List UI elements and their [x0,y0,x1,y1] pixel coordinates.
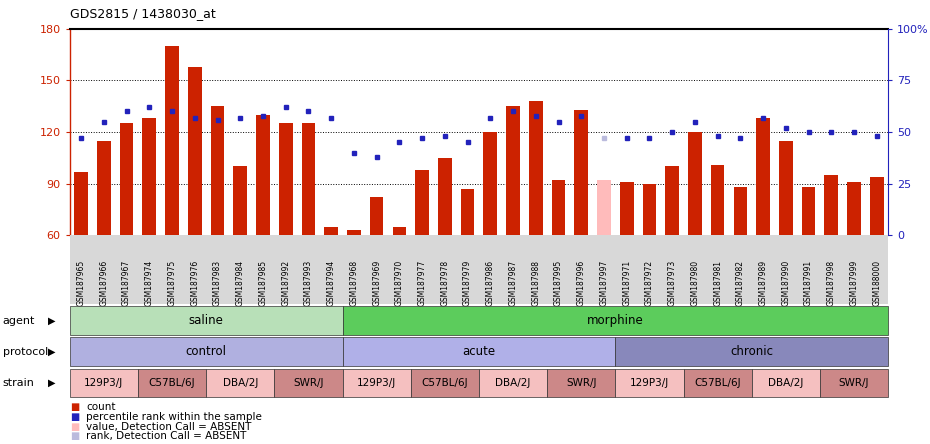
Text: 129P3/J: 129P3/J [357,378,396,388]
Bar [597,180,611,235]
Text: ■: ■ [70,402,79,412]
Bar [325,227,338,235]
Text: GDS2815 / 1438030_at: GDS2815 / 1438030_at [70,7,216,20]
Bar [529,101,542,235]
Text: rank, Detection Call = ABSENT: rank, Detection Call = ABSENT [86,432,246,441]
Bar [847,182,861,235]
Bar [484,132,498,235]
Bar [756,119,770,235]
Bar [711,165,724,235]
Bar [506,106,520,235]
Text: DBA/2J: DBA/2J [222,378,258,388]
Bar [392,227,406,235]
Text: acute: acute [462,345,496,358]
Bar [74,172,88,235]
Bar [688,132,702,235]
Bar [779,141,792,235]
Bar [416,170,429,235]
Bar [551,180,565,235]
Bar [870,177,884,235]
Text: protocol: protocol [3,347,48,357]
Bar [665,166,679,235]
Bar [188,67,202,235]
Text: chronic: chronic [730,345,773,358]
Bar [166,46,179,235]
Text: ■: ■ [70,432,79,441]
Text: percentile rank within the sample: percentile rank within the sample [86,412,262,422]
Text: ■: ■ [70,412,79,422]
Text: morphine: morphine [587,314,644,327]
Text: 129P3/J: 129P3/J [630,378,669,388]
Text: saline: saline [189,314,223,327]
Text: ▶: ▶ [48,347,56,357]
Bar [233,166,247,235]
Bar [575,110,588,235]
Bar [620,182,633,235]
Text: count: count [86,402,116,412]
Text: strain: strain [3,378,34,388]
Bar [142,119,156,235]
Text: C57BL/6J: C57BL/6J [695,378,741,388]
Text: SWR/J: SWR/J [839,378,870,388]
Text: control: control [186,345,227,358]
Bar [825,175,838,235]
Text: C57BL/6J: C57BL/6J [421,378,468,388]
Bar [279,123,293,235]
Text: 129P3/J: 129P3/J [85,378,124,388]
Text: DBA/2J: DBA/2J [496,378,531,388]
Text: DBA/2J: DBA/2J [768,378,804,388]
Text: SWR/J: SWR/J [566,378,596,388]
Bar [347,230,361,235]
Bar [734,187,747,235]
Text: ■: ■ [70,422,79,432]
Bar [97,141,111,235]
Text: ▶: ▶ [48,378,56,388]
Text: SWR/J: SWR/J [293,378,324,388]
Bar [370,198,383,235]
Bar [120,123,133,235]
Text: agent: agent [3,316,35,326]
Bar [211,106,224,235]
Text: C57BL/6J: C57BL/6J [149,378,195,388]
Text: ▶: ▶ [48,316,56,326]
Bar [643,184,657,235]
Bar [802,187,816,235]
Bar [301,123,315,235]
Bar [256,115,270,235]
Bar [438,158,452,235]
Bar [460,189,474,235]
Text: value, Detection Call = ABSENT: value, Detection Call = ABSENT [86,422,252,432]
